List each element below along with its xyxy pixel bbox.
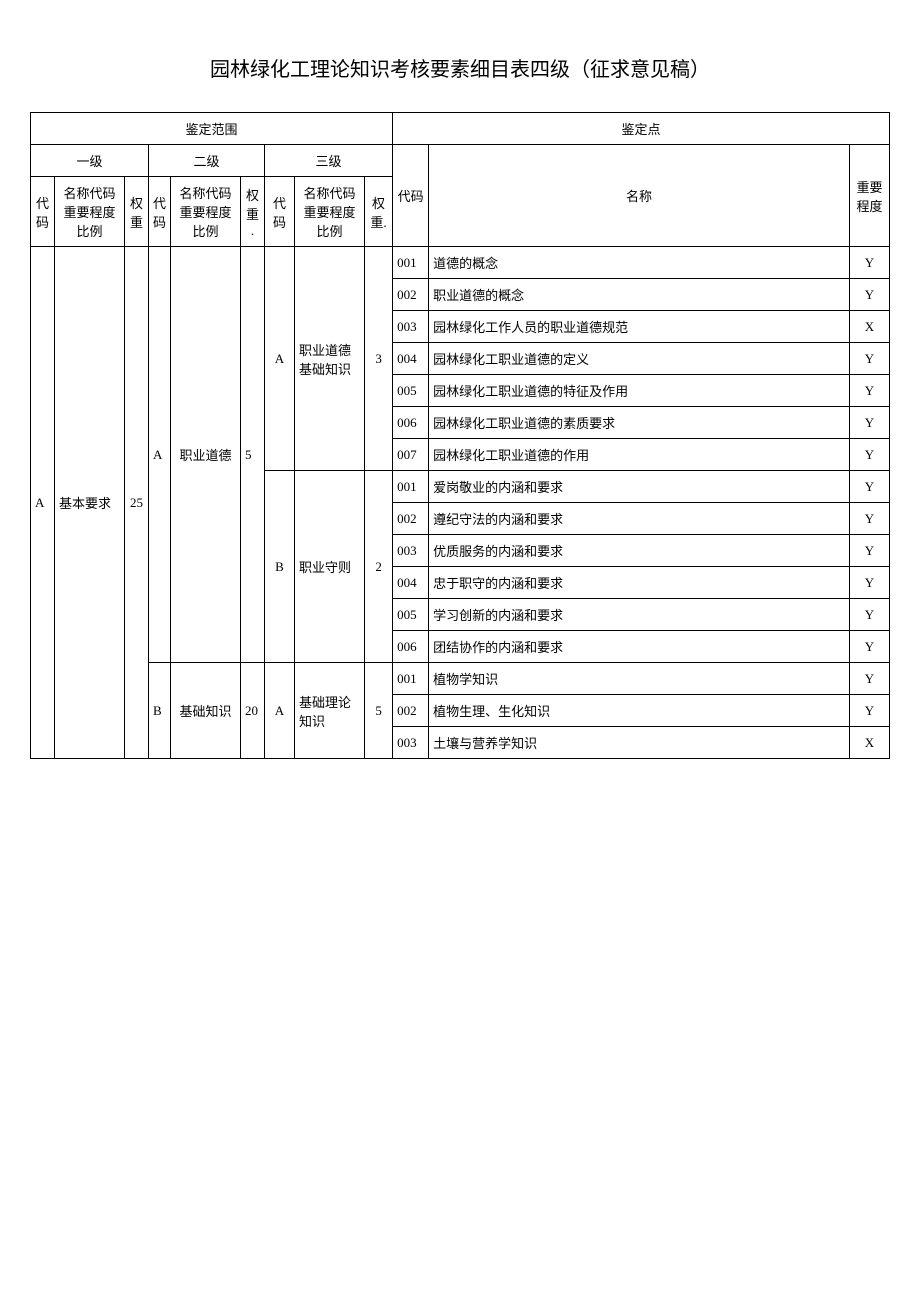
table-row: B基础知识20A基础理论知识5001植物学知识Y [31,663,890,695]
header-level1: 一级 [31,145,149,177]
point-importance: Y [849,695,889,727]
point-code: 001 [393,247,429,279]
point-code: 003 [393,311,429,343]
point-code: 006 [393,407,429,439]
l2-weight: 5 [241,247,265,663]
point-code: 003 [393,535,429,567]
point-name: 植物生理、生化知识 [429,695,850,727]
point-name: 园林绿化工职业道德的特征及作用 [429,375,850,407]
header-l1-code: 代码 [31,177,55,247]
header-l2-name: 名称代码重要程度比例 [171,177,241,247]
header-point-importance: 重要程度 [849,145,889,247]
point-importance: Y [849,535,889,567]
point-importance: Y [849,375,889,407]
header-points: 鉴定点 [393,113,890,145]
l3-weight: 5 [365,663,393,759]
point-code: 002 [393,695,429,727]
l3-weight: 3 [365,247,393,471]
page-title: 园林绿化工理论知识考核要素细目表四级（征求意见稿） [30,53,890,82]
l2-code: B [149,663,171,759]
point-name: 优质服务的内涵和要求 [429,535,850,567]
header-scope: 鉴定范围 [31,113,393,145]
point-code: 005 [393,599,429,631]
point-importance: Y [849,439,889,471]
header-l2-weight: 权重. [241,177,265,247]
point-name: 忠于职守的内涵和要求 [429,567,850,599]
l3-code: B [265,471,295,663]
point-importance: X [849,311,889,343]
point-name: 园林绿化工作人员的职业道德规范 [429,311,850,343]
header-l1-name: 名称代码重要程度比例 [55,177,125,247]
header-l3-name: 名称代码重要程度比例 [295,177,365,247]
point-name: 学习创新的内涵和要求 [429,599,850,631]
point-importance: Y [849,471,889,503]
l2-name: 基础知识 [171,663,241,759]
point-code: 002 [393,503,429,535]
l3-code: A [265,663,295,759]
point-name: 遵纪守法的内涵和要求 [429,503,850,535]
header-l2-code: 代码 [149,177,171,247]
point-name: 团结协作的内涵和要求 [429,631,850,663]
point-code: 006 [393,631,429,663]
table-body: A基本要求25A职业道德5A职业道德基础知识3001道德的概念Y002职业道德的… [31,247,890,759]
l3-weight: 2 [365,471,393,663]
point-code: 007 [393,439,429,471]
header-level3: 三级 [265,145,393,177]
point-name: 园林绿化工职业道德的作用 [429,439,850,471]
header-point-code: 代码 [393,145,429,247]
l2-name: 职业道德 [171,247,241,663]
point-importance: Y [849,503,889,535]
l3-name: 基础理论知识 [295,663,365,759]
point-code: 004 [393,567,429,599]
point-importance: Y [849,599,889,631]
point-code: 004 [393,343,429,375]
assessment-table: 鉴定范围 鉴定点 一级 二级 三级 代码 名称 重要程度 代码 名称代码重要程度… [30,112,890,759]
point-code: 005 [393,375,429,407]
point-code: 002 [393,279,429,311]
point-name: 职业道德的概念 [429,279,850,311]
point-code: 001 [393,471,429,503]
point-code: 003 [393,727,429,759]
point-importance: Y [849,567,889,599]
point-importance: Y [849,343,889,375]
point-importance: Y [849,631,889,663]
point-importance: X [849,727,889,759]
point-importance: Y [849,279,889,311]
table-row: A基本要求25A职业道德5A职业道德基础知识3001道德的概念Y [31,247,890,279]
point-name: 道德的概念 [429,247,850,279]
l3-name: 职业守则 [295,471,365,663]
point-name: 园林绿化工职业道德的定义 [429,343,850,375]
l1-weight: 25 [125,247,149,759]
point-name: 爱岗敬业的内涵和要求 [429,471,850,503]
l3-name: 职业道德基础知识 [295,247,365,471]
point-name: 土壤与营养学知识 [429,727,850,759]
point-code: 001 [393,663,429,695]
header-l1-weight: 权重 [125,177,149,247]
header-level2: 二级 [149,145,265,177]
l2-code: A [149,247,171,663]
point-name: 植物学知识 [429,663,850,695]
header-l3-code: 代码 [265,177,295,247]
header-point-name: 名称 [429,145,850,247]
header-l3-weight: 权重. [365,177,393,247]
point-importance: Y [849,407,889,439]
l1-name: 基本要求 [55,247,125,759]
l3-code: A [265,247,295,471]
point-name: 园林绿化工职业道德的素质要求 [429,407,850,439]
point-importance: Y [849,247,889,279]
point-importance: Y [849,663,889,695]
l1-code: A [31,247,55,759]
l2-weight: 20 [241,663,265,759]
